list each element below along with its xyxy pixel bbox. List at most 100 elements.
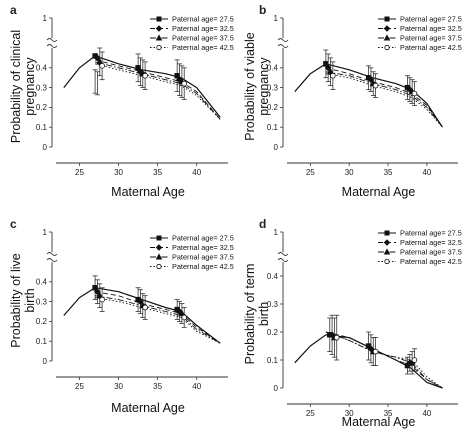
x-tick-label: 30 (345, 409, 354, 418)
legend-marker (384, 230, 390, 236)
y-tick-label: 0.2 (267, 103, 279, 112)
y-axis-title-line: pregnancy (257, 57, 271, 116)
panel-letter: c (10, 217, 17, 231)
y-tick-label: 1 (43, 14, 48, 23)
y-axis-title-line: Probability of term (243, 264, 257, 365)
y-tick-label: 0.1 (267, 356, 279, 365)
series-4 (95, 287, 221, 344)
x-axis-title: Maternal Age (111, 185, 185, 199)
legend-marker (156, 16, 162, 22)
series-2 (324, 53, 443, 128)
legend-label: Paternal age= 27.5 (172, 15, 234, 24)
y-tick-label: 0 (43, 143, 48, 152)
y-tick-label: 0.4 (267, 272, 279, 281)
x-tick-label: 25 (75, 168, 84, 177)
y-tick-label: 1 (274, 14, 279, 23)
x-tick-label: 40 (192, 168, 201, 177)
series-line (94, 61, 221, 120)
y-axis-title-line: Probability of clinical (9, 30, 23, 143)
legend-marker (384, 258, 390, 265)
series-1 (63, 53, 221, 118)
series-2 (94, 54, 221, 120)
y-tick-label: 0.4 (267, 64, 279, 73)
y-axis-title: Probability of termbirth (243, 264, 271, 365)
y-tick-label: 0.2 (267, 328, 279, 337)
y-axis-title: Probability of livebirth (9, 253, 37, 348)
x-tick-label: 30 (345, 168, 354, 177)
legend-label: Paternal age= 37.5 (400, 34, 462, 43)
y-tick-label: 1 (274, 228, 279, 237)
legend-label: Paternal age= 37.5 (400, 248, 462, 257)
legend-marker (156, 263, 162, 270)
panel-letter: d (259, 217, 266, 231)
y-axis-title-line: birth (23, 288, 37, 312)
series-1 (294, 49, 444, 128)
legend-marker (383, 248, 391, 255)
x-axis-title: Maternal Age (342, 185, 416, 199)
legend-label: Paternal age= 32.5 (400, 24, 462, 33)
legend-label: Paternal age= 42.5 (172, 262, 234, 271)
y-axis-title-line: birth (257, 302, 271, 326)
axis-break-mark (46, 252, 58, 262)
y-tick-label: 0 (43, 357, 48, 366)
y-axis-title-line: Probability of live (9, 253, 23, 348)
y-axis-title-line: pregnancy (23, 57, 37, 116)
x-tick-label: 35 (384, 409, 393, 418)
series-4 (94, 51, 221, 120)
legend-marker (384, 44, 390, 51)
data-point (181, 314, 188, 321)
y-axis-title: Probability of clinicalpregnancy (9, 30, 37, 143)
legend-marker (383, 25, 391, 32)
axis-break-mark (277, 38, 289, 48)
series-line (63, 287, 221, 344)
data-point (99, 63, 105, 69)
series-4 (325, 61, 443, 128)
data-point (142, 304, 148, 311)
series-line (325, 67, 443, 128)
series-line (95, 291, 221, 344)
legend-label: Paternal age= 32.5 (172, 24, 234, 33)
panel-d: d 0 0.1 0.2 0.3 0.4 1 25 30 35 40 Maternal Age Proba… (243, 217, 462, 429)
y-tick-label: 0 (274, 143, 279, 152)
legend-marker (155, 25, 163, 32)
y-tick-label: 0.2 (36, 317, 48, 326)
series-3 (325, 57, 443, 128)
series-2 (325, 314, 443, 389)
legend-marker (384, 16, 390, 22)
x-tick-label: 25 (75, 382, 84, 391)
y-tick-label: 0.3 (36, 297, 48, 306)
legend-label: Paternal age= 27.5 (400, 15, 462, 24)
legend-marker (383, 34, 391, 41)
data-point (96, 58, 104, 65)
panel-a: a 0 0.1 0.2 0.3 0.4 1 25 30 35 40 Maternal Age Proba… (9, 3, 234, 199)
legend-label: Paternal age= 42.5 (400, 43, 462, 52)
legend-label: Paternal age= 32.5 (172, 243, 234, 252)
y-tick-label: 0.4 (36, 64, 48, 73)
series-3 (95, 283, 221, 344)
panel-b: b 0 0.1 0.2 0.3 0.4 1 25 30 35 40 Maternal Age Proba… (243, 3, 462, 199)
data-point (142, 72, 148, 79)
legend-marker (155, 34, 163, 41)
y-tick-label: 0.3 (267, 83, 279, 92)
data-point (372, 348, 379, 355)
x-tick-label: 25 (306, 409, 315, 418)
series-3 (325, 317, 443, 389)
x-tick-label: 35 (153, 382, 162, 391)
legend-label: Paternal age= 37.5 (172, 253, 234, 262)
series-line (325, 73, 443, 128)
x-tick-label: 40 (422, 168, 431, 177)
legend-marker (156, 44, 162, 51)
legend-label: Paternal age= 42.5 (400, 257, 462, 266)
data-point (181, 80, 188, 87)
y-tick-label: 0.1 (267, 123, 279, 132)
y-tick-label: 1 (43, 228, 48, 237)
data-point (372, 82, 379, 89)
x-axis-title: Maternal Age (111, 401, 185, 415)
series-1 (294, 317, 443, 389)
legend-marker (383, 239, 391, 246)
series-1 (63, 275, 221, 344)
series-line (325, 331, 443, 389)
